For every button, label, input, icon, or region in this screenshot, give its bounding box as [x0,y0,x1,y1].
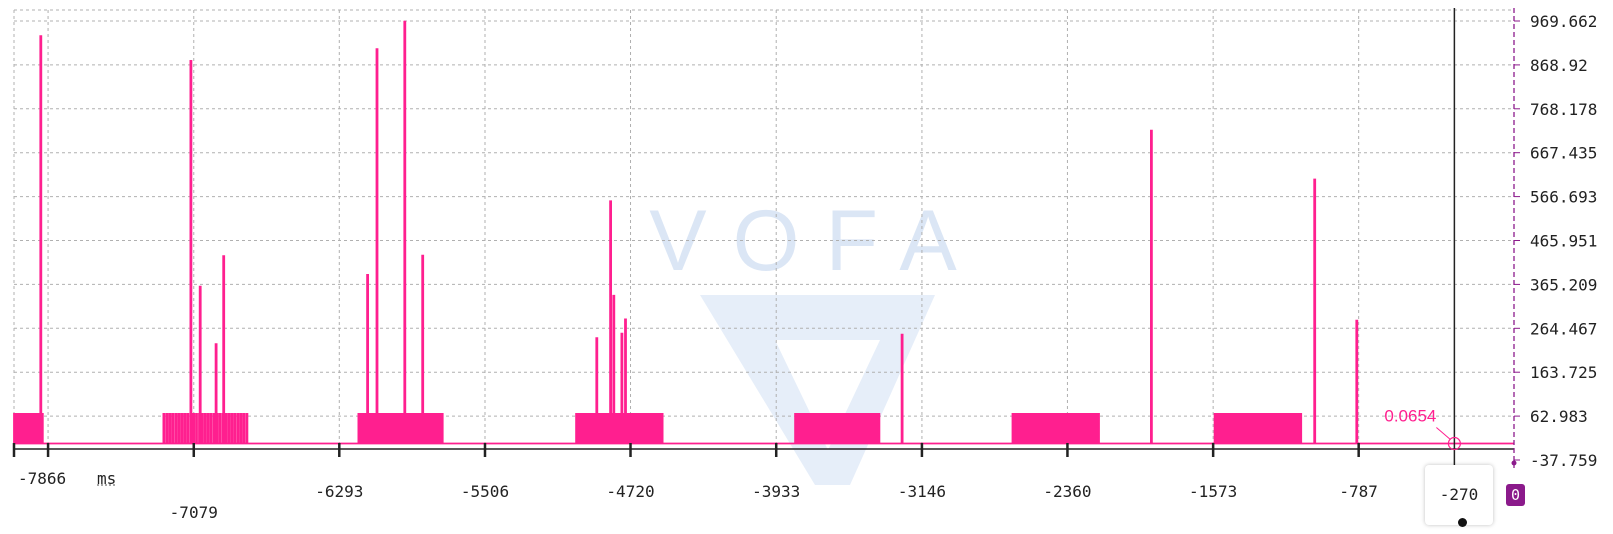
x-tick-label: -1573 [1189,482,1237,501]
channel-zero-badge[interactable]: 0 [1506,484,1525,506]
y-tick-label: 768.178 [1530,100,1597,119]
cursor-value-label: 0.0654 [1384,407,1436,426]
right-axis-end-dot [1511,460,1517,466]
cursor-layer[interactable]: 0.0654 [1384,8,1461,468]
y-tick-label: 62.983 [1530,407,1588,426]
y-tick-label: 566.693 [1530,188,1597,207]
x-tick-label: -7079 [170,503,218,522]
x-tick-label: -6293 [315,482,363,501]
y-tick-label: 163.725 [1530,363,1597,382]
y-tick-label: -37.759 [1530,451,1597,470]
y-tick-label: 868.92 [1530,56,1588,75]
x-tick-label: -3933 [752,482,800,501]
y-tick-label: 264.467 [1530,319,1597,338]
x-tick-label: -3146 [898,482,946,501]
x-tick-label: -4720 [606,482,654,501]
cursor-marker-circle [1447,436,1461,451]
series-line [13,20,1514,445]
y-tick-label: 969.662 [1530,12,1597,31]
x-tick-label: -787 [1339,482,1378,501]
y-tick-label: 465.951 [1530,232,1597,251]
x-tick-label: -2360 [1043,482,1091,501]
y-tick-label: 667.435 [1530,144,1597,163]
cursor-x-readout[interactable]: -270 [1425,465,1493,525]
watermark-v-logo [700,295,935,485]
cursor-handle[interactable] [1458,518,1467,527]
x-tick-label: -5506 [461,482,509,501]
y-tick-label: 365.209 [1530,275,1597,294]
x-unit-label: ms [97,469,117,488]
cursor-x-value: -270 [1439,485,1479,504]
series-layer [13,20,1514,445]
grid [13,9,1514,449]
axes: -7866 -7079 -6293 -5506 -4720 -3933 -3146 -2360… [12,8,1597,522]
cursor-leader-line [1436,427,1451,440]
x-tick-label: -7866 [18,469,66,488]
